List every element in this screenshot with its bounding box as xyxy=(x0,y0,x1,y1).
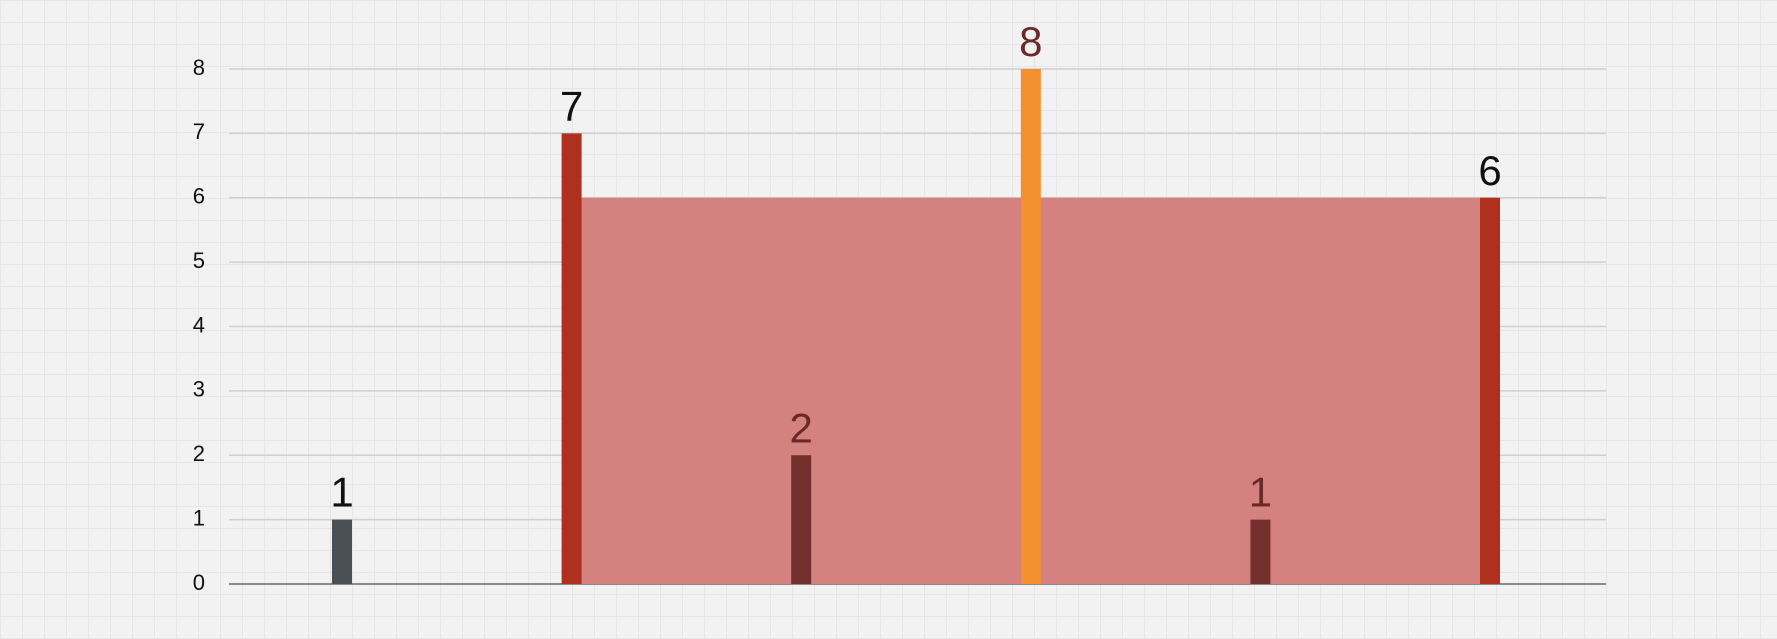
bar xyxy=(332,519,352,584)
bar xyxy=(1020,69,1041,584)
bar xyxy=(1250,519,1271,584)
value-label: 1 xyxy=(330,469,353,516)
value-label: 6 xyxy=(1478,147,1501,194)
y-tick-label: 3 xyxy=(193,377,205,402)
y-tick-label: 0 xyxy=(193,570,205,595)
y-tick-label: 1 xyxy=(193,505,205,530)
y-tick-label: 7 xyxy=(193,119,205,144)
bar xyxy=(791,455,812,584)
y-tick-label: 8 xyxy=(193,55,205,80)
value-label: 2 xyxy=(790,404,813,451)
bar xyxy=(561,133,582,584)
y-tick-label: 4 xyxy=(193,312,205,337)
bar xyxy=(1480,197,1500,584)
value-label: 7 xyxy=(560,82,583,129)
y-tick-label: 5 xyxy=(193,248,205,273)
value-label: 8 xyxy=(1019,18,1042,65)
y-tick-label: 6 xyxy=(193,184,205,209)
value-label: 1 xyxy=(1249,469,1272,516)
y-tick-label: 2 xyxy=(193,441,205,466)
